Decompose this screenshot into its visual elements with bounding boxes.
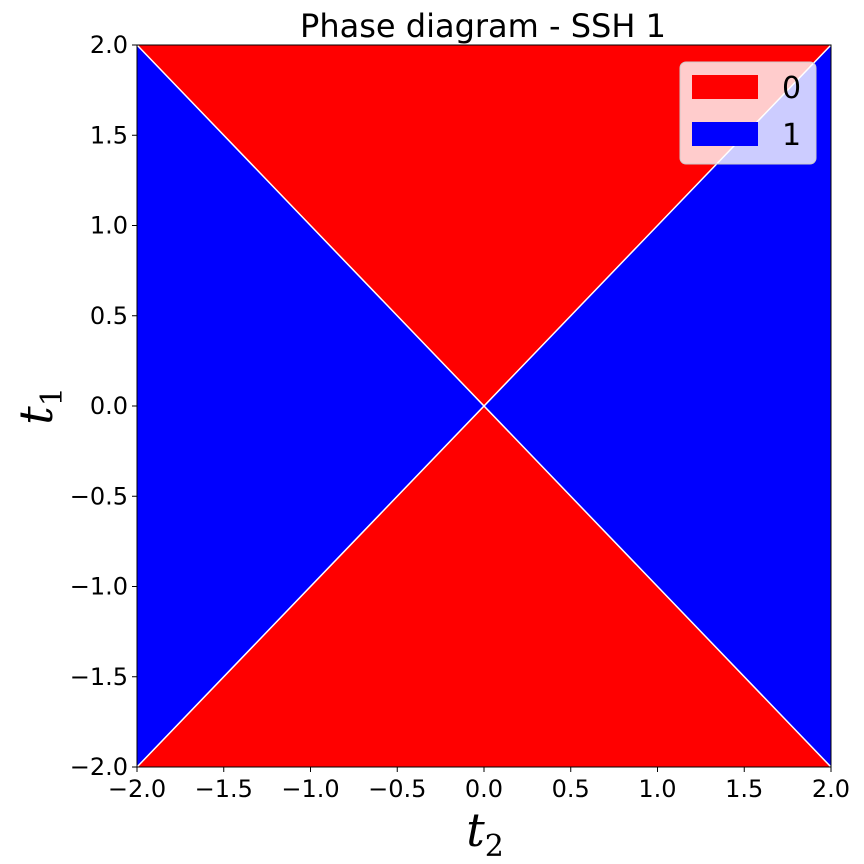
y-tick-label: −1.0 (70, 573, 128, 601)
x-tick-label: 1.5 (725, 775, 763, 803)
y-tick-label: 1.5 (90, 121, 128, 149)
y-axis-ticks: −2.0 −1.5 −1.0 −0.5 0.0 0.5 1.0 1.5 2.0 (70, 31, 137, 781)
phase-1-region-3 (484, 45, 831, 767)
y-axis-label-sub: 1 (35, 387, 70, 406)
x-tick-label: −1.5 (195, 775, 253, 803)
legend-swatch-1 (692, 122, 758, 146)
y-tick-label: 1.0 (90, 212, 128, 240)
y-tick-label: −0.5 (70, 482, 128, 510)
x-axis-ticks: −2.0 −1.5 −1.0 −0.5 0.0 0.5 1.0 1.5 2.0 (108, 767, 850, 803)
legend-swatch-0 (692, 75, 758, 99)
x-tick-label: −1.0 (281, 775, 339, 803)
x-tick-label: 0.0 (465, 775, 503, 803)
x-axis-label: t2 (466, 803, 504, 864)
x-tick-label: −0.5 (368, 775, 426, 803)
y-tick-label: −1.5 (70, 663, 128, 691)
x-tick-label: 1.0 (638, 775, 676, 803)
y-tick-label: 0.0 (90, 392, 128, 420)
phase-boundaries (136, 44, 832, 768)
x-tick-label: −2.0 (108, 775, 166, 803)
phase-regions (137, 45, 831, 767)
chart-title: Phase diagram - SSH 1 (300, 7, 666, 45)
x-axis-label-base: t (466, 803, 485, 857)
x-axis-label-sub: 2 (485, 829, 504, 864)
y-axis-label-base: t (9, 406, 63, 425)
y-tick-label: −2.0 (70, 753, 128, 781)
y-axis-label: t1 (9, 387, 70, 425)
y-tick-label: 2.0 (90, 31, 128, 59)
phase-boundary-1 (136, 44, 832, 768)
x-tick-label: 2.0 (812, 775, 850, 803)
phase-0-region-1 (137, 406, 831, 767)
legend: 0 1 (679, 61, 817, 165)
phase-0-region-0 (137, 45, 831, 406)
phase-1-region-2 (137, 45, 484, 767)
legend-label-0: 0 (782, 71, 801, 106)
y-tick-label: 0.5 (90, 302, 128, 330)
legend-label-1: 1 (782, 118, 801, 153)
x-tick-label: 0.5 (552, 775, 590, 803)
